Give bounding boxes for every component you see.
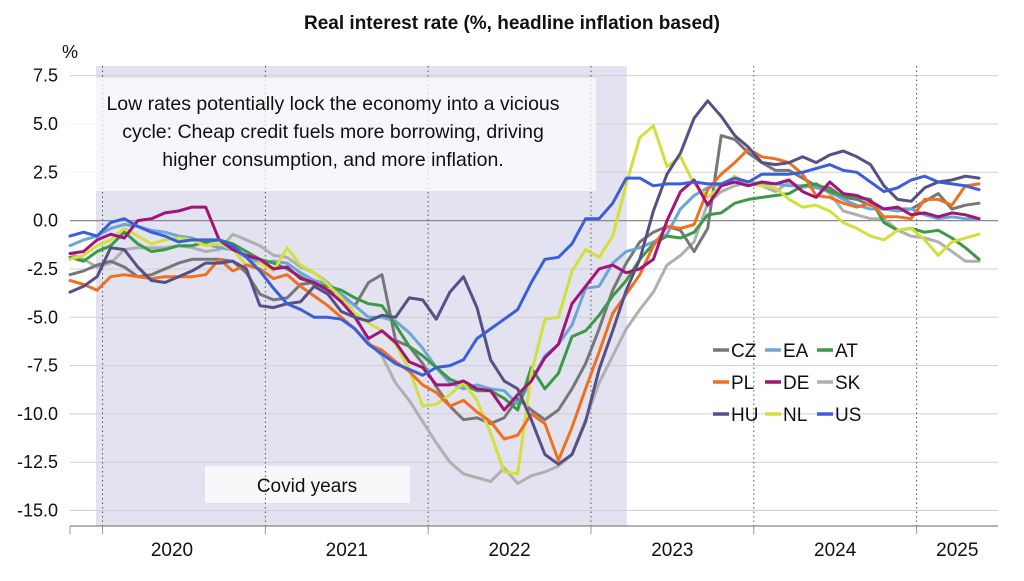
- chart-title: Real interest rate (%, headline inflatio…: [304, 13, 720, 34]
- y-tick-label: -12.5: [17, 452, 58, 472]
- y-tick-label: 2.5: [33, 162, 58, 182]
- legend-label-ea: EA: [783, 341, 809, 362]
- x-tick-label: 2025: [936, 540, 978, 561]
- legend-label-pl: PL: [731, 373, 754, 394]
- legend-label-sk: SK: [835, 373, 861, 394]
- x-tick-label: 2022: [488, 540, 530, 561]
- y-tick-label: -2.5: [27, 259, 58, 279]
- annotation-box: [70, 78, 596, 191]
- legend-label-de: DE: [783, 373, 809, 394]
- legend-label-cz: CZ: [731, 341, 757, 362]
- legend-label-hu: HU: [731, 405, 758, 426]
- y-axis-unit-label: %: [62, 42, 78, 62]
- annotation-text-line: cycle: Cheap credit fuels more borrowing…: [122, 121, 544, 143]
- x-tick-label: 2021: [326, 540, 368, 561]
- y-tick-label: -10.0: [17, 404, 58, 424]
- legend-label-nl: NL: [783, 405, 807, 426]
- y-tick-label: -7.5: [27, 356, 58, 376]
- legend-label-at: AT: [835, 341, 858, 362]
- y-tick-label: -5.0: [27, 307, 58, 327]
- annotation-text-line: Low rates potentially lock the economy i…: [106, 93, 559, 115]
- x-tick-label: 2024: [814, 540, 857, 561]
- y-tick-label: 5.0: [33, 114, 58, 134]
- covid-label-box: [205, 466, 410, 503]
- covid-years-label: Covid years: [257, 476, 357, 497]
- series-line-us: [68, 163, 981, 377]
- series-line-pl: [68, 147, 981, 462]
- legend-label-us: US: [835, 405, 861, 426]
- x-tick-label: 2023: [651, 540, 693, 561]
- series-line-hu: [68, 99, 981, 466]
- y-tick-label: 0.0: [33, 211, 58, 231]
- x-tick-label: 2020: [151, 540, 193, 561]
- y-tick-label: 7.5: [33, 66, 58, 86]
- annotation-text-line: higher consumption, and more inflation.: [162, 149, 503, 171]
- y-tick-label: -15.0: [17, 501, 58, 521]
